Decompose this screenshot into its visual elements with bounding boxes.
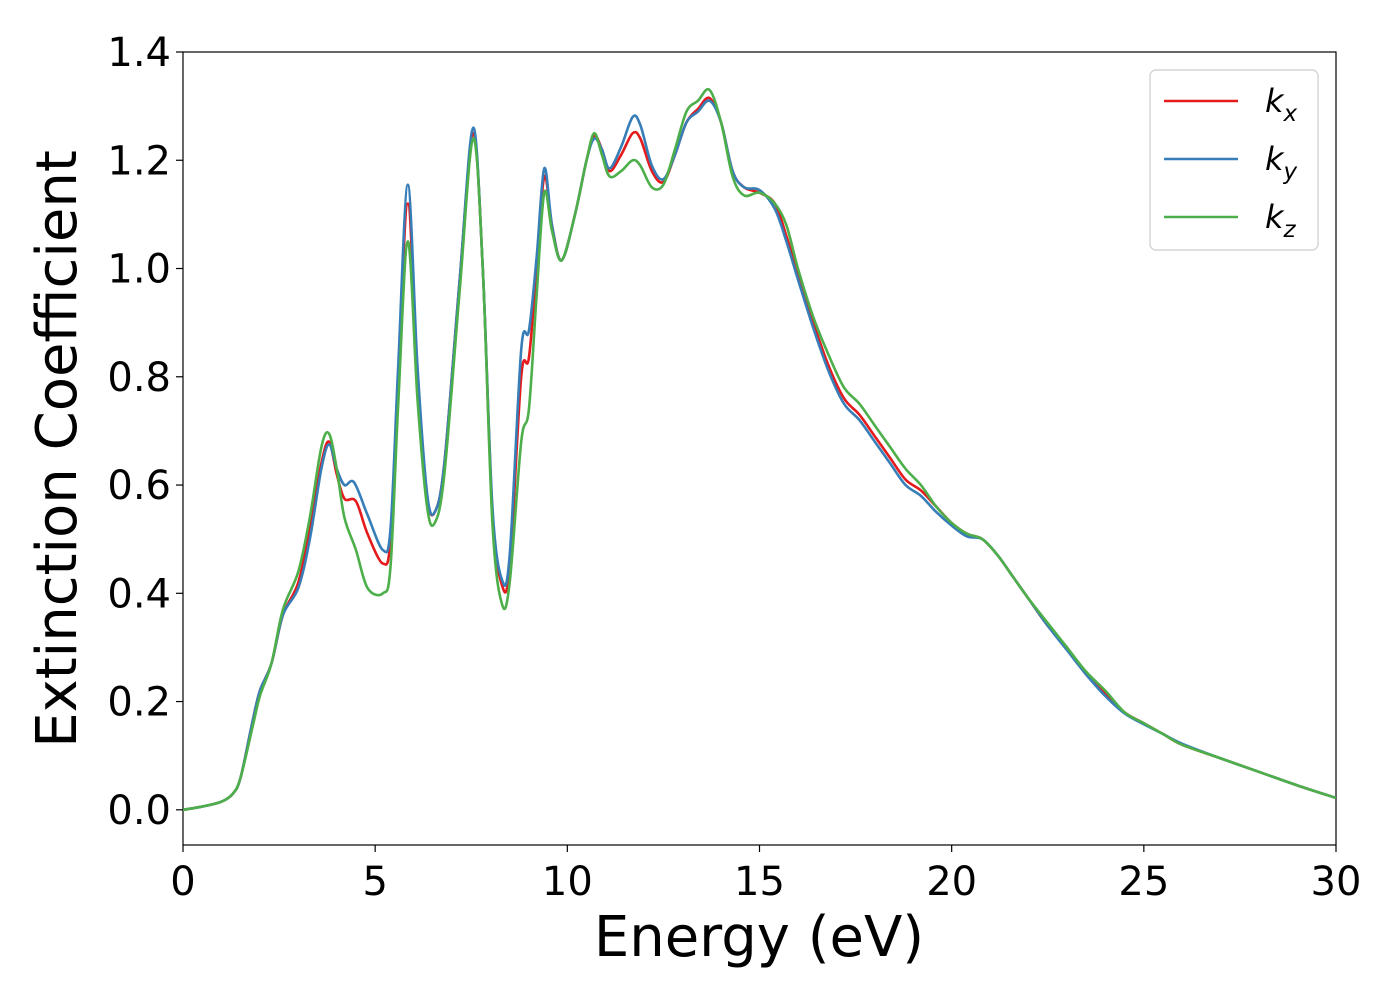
legend-label-y: ky	[1265, 140, 1298, 185]
y-tick-label: 0.4	[107, 571, 171, 617]
series-line-z	[183, 87, 1336, 812]
x-axis-ticks: 0 5 10 15 20 25 30	[170, 845, 1361, 905]
legend-label-x: kx	[1265, 82, 1298, 127]
y-axis-title: Extinction Coefficient	[25, 150, 90, 748]
x-tick-label: 0	[170, 859, 195, 905]
legend-label-z: kz	[1265, 198, 1297, 243]
y-tick-label: 0.2	[107, 680, 171, 726]
x-tick-label: 5	[362, 859, 387, 905]
legend: kx ky kz	[1149, 69, 1319, 251]
y-tick-label: 1.4	[107, 30, 171, 76]
y-tick-label: 0.8	[107, 355, 171, 401]
x-tick-label: 25	[1118, 859, 1169, 905]
y-tick-label: 1.0	[107, 247, 171, 293]
x-tick-label: 30	[1311, 859, 1362, 905]
y-tick-label: 0.0	[107, 788, 171, 834]
x-tick-label: 10	[542, 859, 593, 905]
x-tick-label: 20	[926, 859, 977, 905]
x-axis-title: Energy (eV)	[594, 905, 924, 970]
y-axis-ticks: 0.0 0.2 0.4 0.6 0.8 1.0 1.2 1.4	[107, 30, 183, 834]
x-tick-label: 15	[734, 859, 785, 905]
y-tick-label: 0.6	[107, 463, 171, 509]
y-tick-label: 1.2	[107, 138, 171, 184]
series-layer	[183, 87, 1336, 812]
